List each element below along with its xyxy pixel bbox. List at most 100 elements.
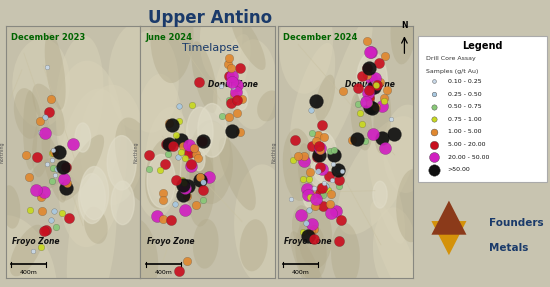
Point xyxy=(194,156,202,161)
Text: Drill Core Assay: Drill Core Assay xyxy=(426,56,476,61)
Point xyxy=(235,66,244,71)
Point xyxy=(299,230,307,235)
Point xyxy=(167,218,176,222)
Ellipse shape xyxy=(45,32,65,110)
Text: 0.75 - 1.00: 0.75 - 1.00 xyxy=(448,117,481,122)
Point xyxy=(232,84,241,89)
Ellipse shape xyxy=(123,218,158,287)
Point xyxy=(224,55,233,60)
Text: 5.00 - 20.00: 5.00 - 20.00 xyxy=(448,142,485,147)
Point xyxy=(364,91,372,95)
Point xyxy=(155,167,164,172)
Point xyxy=(380,96,389,100)
Point xyxy=(225,115,234,119)
Point xyxy=(307,108,316,113)
Ellipse shape xyxy=(315,75,335,121)
Point xyxy=(307,131,316,135)
Point xyxy=(217,84,226,88)
Circle shape xyxy=(356,52,387,109)
Point xyxy=(39,228,48,233)
Text: Legend: Legend xyxy=(463,41,503,51)
Point xyxy=(337,218,345,222)
Ellipse shape xyxy=(373,207,417,287)
Point xyxy=(317,167,326,171)
Point xyxy=(41,228,50,232)
Point xyxy=(48,166,57,170)
Point xyxy=(232,90,241,94)
Ellipse shape xyxy=(145,138,180,209)
Text: Metals: Metals xyxy=(490,243,529,253)
Point xyxy=(179,181,188,185)
Point xyxy=(204,174,213,179)
Point xyxy=(28,249,37,253)
Point xyxy=(63,181,72,185)
Ellipse shape xyxy=(213,34,251,117)
Text: Timelapse: Timelapse xyxy=(182,43,239,53)
Point xyxy=(370,85,378,89)
Point xyxy=(329,204,338,209)
Point xyxy=(306,195,315,199)
Point xyxy=(366,97,375,102)
Point xyxy=(368,132,377,137)
Point xyxy=(315,146,324,151)
Ellipse shape xyxy=(321,16,373,150)
Ellipse shape xyxy=(12,38,70,127)
Point xyxy=(179,183,188,187)
Point xyxy=(364,87,373,92)
Ellipse shape xyxy=(14,88,41,139)
Point xyxy=(231,97,240,102)
Point xyxy=(52,167,61,171)
Point xyxy=(197,138,206,143)
Point xyxy=(38,209,47,213)
Point xyxy=(184,151,193,155)
Ellipse shape xyxy=(150,0,194,83)
Point xyxy=(159,216,168,221)
Point xyxy=(161,142,169,147)
Circle shape xyxy=(111,181,134,225)
Point xyxy=(192,152,201,156)
Point xyxy=(381,146,389,150)
Ellipse shape xyxy=(331,223,360,287)
Point xyxy=(145,166,153,171)
Ellipse shape xyxy=(145,107,190,202)
Point xyxy=(54,150,63,155)
Point xyxy=(145,153,153,158)
Ellipse shape xyxy=(370,201,425,287)
Point xyxy=(339,89,348,93)
Point xyxy=(376,79,384,84)
Point xyxy=(182,259,191,263)
Point xyxy=(366,75,375,80)
Text: 400m: 400m xyxy=(19,269,37,275)
Point xyxy=(325,174,334,179)
FancyBboxPatch shape xyxy=(418,36,547,183)
Point xyxy=(233,98,241,102)
Point xyxy=(62,165,70,170)
Ellipse shape xyxy=(181,135,213,207)
Point xyxy=(50,209,59,213)
Point xyxy=(195,177,204,182)
Point xyxy=(383,88,392,92)
Point xyxy=(188,147,196,151)
Circle shape xyxy=(147,154,175,208)
Point xyxy=(366,104,375,109)
Point xyxy=(318,192,327,197)
Point xyxy=(199,198,207,203)
Point xyxy=(177,137,185,142)
Point xyxy=(314,133,322,138)
Point xyxy=(430,104,438,109)
Point xyxy=(365,94,373,99)
Point xyxy=(363,66,372,70)
Point xyxy=(316,147,324,152)
Point xyxy=(299,177,307,181)
Circle shape xyxy=(311,162,323,186)
Ellipse shape xyxy=(299,205,332,268)
Point xyxy=(294,154,302,159)
Point xyxy=(315,144,323,148)
Point xyxy=(310,236,318,241)
Point xyxy=(366,86,375,91)
Point xyxy=(224,74,233,78)
Point xyxy=(326,202,335,207)
Point xyxy=(230,92,239,97)
Ellipse shape xyxy=(283,128,314,201)
Point xyxy=(227,66,236,71)
